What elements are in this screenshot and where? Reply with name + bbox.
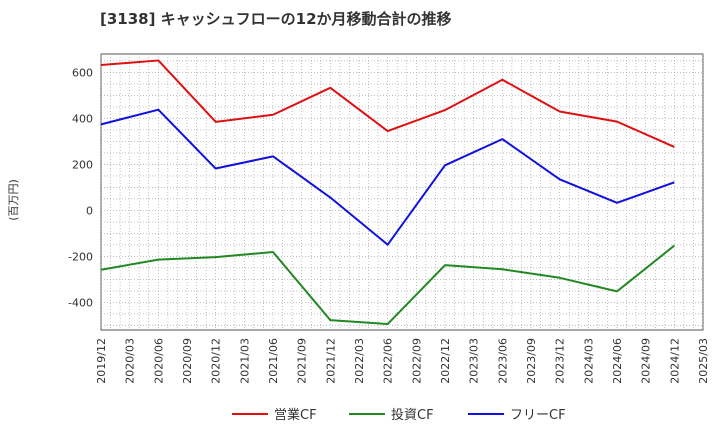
y-tick-label: -200 xyxy=(68,250,93,263)
x-tick-label: 2024/12 xyxy=(668,338,681,384)
y-axis-label: (百万円) xyxy=(7,179,20,221)
x-tick-label: 2023/09 xyxy=(525,338,538,384)
x-tick-label: 2019/12 xyxy=(95,338,108,384)
x-tick-label: 2022/09 xyxy=(410,338,423,384)
x-tick-label: 2024/09 xyxy=(640,338,653,384)
x-tick-label: 2025/03 xyxy=(697,338,710,384)
legend-label-0: 営業CF xyxy=(274,407,317,423)
x-tick-label: 2020/12 xyxy=(210,338,223,384)
x-tick-label: 2024/06 xyxy=(611,338,624,384)
chart: (百万円) -400 -200 0 200 400 600 2019/12 2020/03 20… xyxy=(0,0,720,440)
x-tick-label: 2020/09 xyxy=(181,338,194,384)
y-tick-label: 200 xyxy=(72,158,93,171)
y-tick-label: -400 xyxy=(68,296,93,309)
x-tick-label: 2021/09 xyxy=(296,338,309,384)
x-tick-label: 2020/06 xyxy=(152,338,165,384)
x-tick-label: 2024/03 xyxy=(582,338,595,384)
y-tick-label: 600 xyxy=(72,66,93,79)
x-tick-label: 2021/03 xyxy=(238,338,251,384)
legend-label-2: フリーCF xyxy=(510,408,566,423)
x-tick-label: 2023/03 xyxy=(468,338,481,384)
legend-label-1: 投資CF xyxy=(391,407,434,423)
x-tick-label: 2021/06 xyxy=(267,338,280,384)
x-tick-label: 2023/12 xyxy=(554,338,567,384)
x-tick-label: 2023/06 xyxy=(496,338,509,384)
x-tick-label: 2021/12 xyxy=(324,338,337,384)
x-tick-label: 2020/03 xyxy=(124,338,137,384)
x-tick-label: 2022/06 xyxy=(382,338,395,384)
x-tick-label: 2022/03 xyxy=(353,338,366,384)
y-tick-label: 0 xyxy=(86,204,93,217)
y-tick-label: 400 xyxy=(72,112,93,125)
x-tick-label: 2022/12 xyxy=(439,338,452,384)
